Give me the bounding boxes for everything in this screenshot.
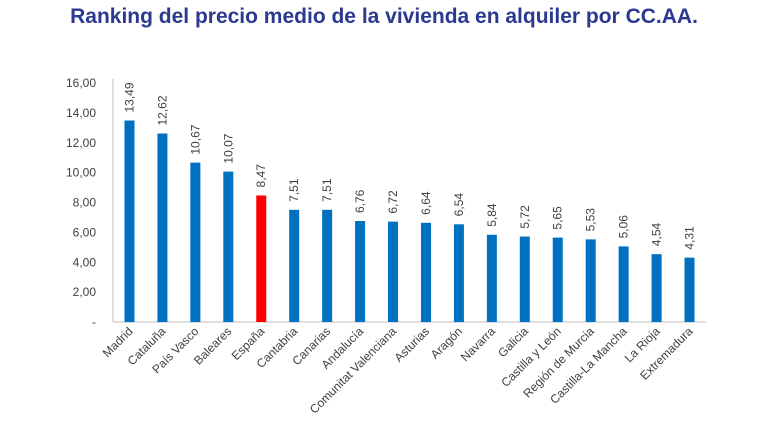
y-tick-label: - [92,315,96,329]
data-label: 6,72 [386,190,400,214]
y-tick-label: 12,00 [66,136,96,150]
bar [388,221,399,322]
bar [256,195,267,322]
y-tick-label: 4,00 [73,255,97,269]
data-label: 5,65 [551,206,565,230]
bar [486,234,497,322]
data-labels: 13,49 12,62 10,67 10,07 8,47 7,51 7,51 6,76 6,72… [122,82,696,249]
bar [322,209,333,322]
data-label: 5,53 [584,208,598,232]
bar [355,221,366,322]
bar [618,246,629,322]
data-label: 6,76 [353,189,367,213]
data-label: 5,06 [617,215,631,239]
bar [651,254,662,322]
y-tick-label: 8,00 [73,196,97,210]
y-axis-ticks: - 2,00 4,00 6,00 8,00 10,00 12,00 14,00 16,00 [66,76,96,329]
y-tick-label: 16,00 [66,76,96,90]
category-label: Asturias [392,324,433,365]
data-label: 6,54 [452,193,466,217]
bar [453,224,464,322]
bar [684,257,695,322]
data-label: 4,31 [683,226,697,250]
bars [124,120,695,322]
category-label: Navarra [458,324,498,364]
bar [552,237,563,322]
data-label: 8,47 [254,164,268,188]
bar [519,236,530,322]
data-label: 5,72 [518,205,532,229]
data-label: 6,64 [419,191,433,215]
bar [585,239,596,322]
data-label: 5,84 [485,203,499,227]
y-tick-label: 2,00 [73,285,97,299]
chart-title: Ranking del precio medio de la vivienda … [70,5,698,28]
bar [420,222,431,322]
bar [124,120,135,322]
y-tick-label: 14,00 [66,106,96,120]
data-label: 10,07 [221,133,235,163]
data-label: 4,54 [650,223,664,247]
data-label: 7,51 [320,178,334,202]
bar [157,133,168,322]
data-label: 12,62 [155,95,169,125]
data-label: 13,49 [122,82,136,112]
bar [289,209,300,322]
bar [190,162,201,322]
bar [223,171,234,322]
data-label: 7,51 [287,178,301,202]
data-label: 10,67 [188,124,202,154]
y-tick-label: 6,00 [73,225,97,239]
y-tick-label: 10,00 [66,166,96,180]
